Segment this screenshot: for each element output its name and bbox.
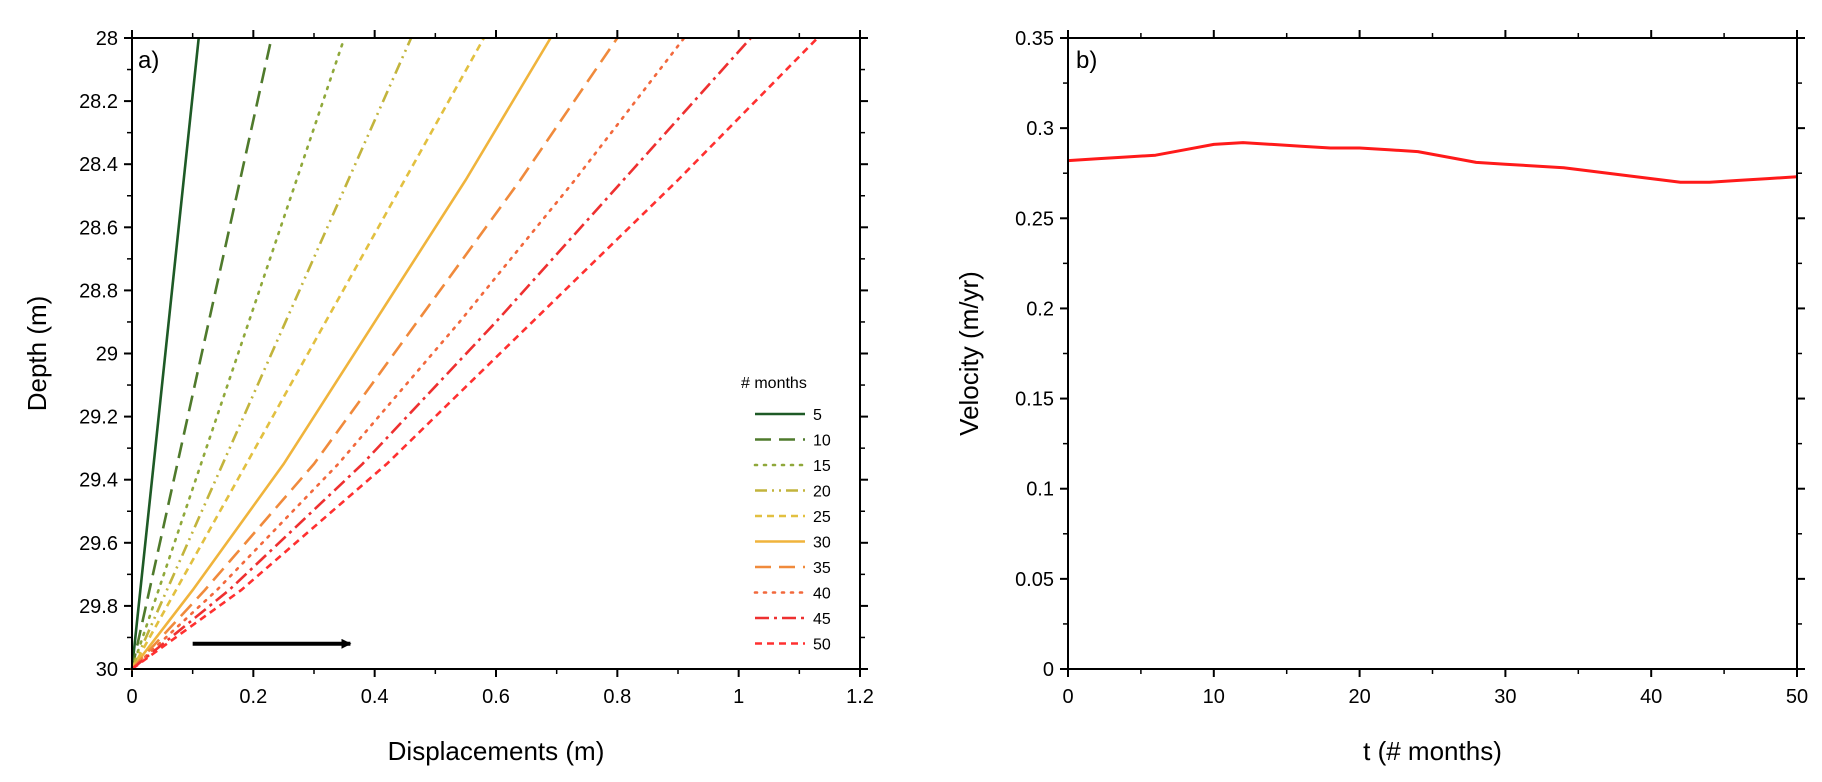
y-tick-label: 28 — [96, 28, 118, 50]
x-tick-label: 10 — [1203, 686, 1225, 708]
x-tick-label: 1.2 — [846, 686, 874, 708]
legend-label-30: 30 — [813, 535, 831, 552]
series-line-25 — [130, 37, 486, 670]
panel-a-frame — [131, 37, 861, 670]
legend-label-10: 10 — [813, 433, 831, 450]
panel-b-series — [1067, 141, 1798, 184]
x-tick-label: 0 — [126, 686, 137, 708]
series-line-5 — [130, 37, 200, 670]
x-tick-label: 0.4 — [361, 686, 389, 708]
y-tick-label: 0.25 — [1015, 208, 1054, 230]
panel-b-y-axis-title: Velocity (m/yr) — [954, 271, 984, 436]
legend-label-40: 40 — [813, 586, 831, 603]
x-tick-label: 0 — [1062, 686, 1073, 708]
series-line-10 — [130, 37, 273, 670]
legend-label-50: 50 — [813, 637, 831, 654]
velocity-line — [1067, 141, 1798, 184]
legend: # months 5 10 15 20 25 30 35 40 45 50 — [741, 375, 831, 654]
x-tick-label: 20 — [1348, 686, 1370, 708]
panel-a-y-tick-labels: 28 28.2 28.4 28.6 28.8 29 29.2 29.4 29.6 29.8 30 — [79, 28, 118, 681]
y-tick-label: 29.2 — [79, 407, 118, 429]
y-tick-label: 28.6 — [79, 217, 118, 239]
panel-a-series — [130, 36, 819, 671]
series-line-40 — [130, 36, 686, 671]
legend-label-35: 35 — [813, 560, 831, 577]
legend-label-45: 45 — [813, 611, 831, 628]
series-line-45 — [131, 37, 752, 671]
y-tick-label: 28.4 — [79, 154, 118, 176]
y-tick-label: 28.2 — [79, 91, 118, 113]
legend-label-15: 15 — [813, 458, 831, 475]
x-tick-label: 0.2 — [239, 686, 267, 708]
y-tick-label: 29.4 — [79, 470, 118, 492]
legend-label-20: 20 — [813, 484, 831, 501]
series-line-15 — [130, 36, 346, 671]
panel-b-label: b) — [1076, 47, 1097, 74]
panel-b: 0 10 20 30 40 50 0 0.05 0.1 0.15 0.2 0.25 0.3 0.35 b… — [954, 28, 1808, 766]
y-tick-label: 0.3 — [1026, 118, 1054, 140]
y-tick-label: 0.05 — [1015, 569, 1054, 591]
x-tick-label: 1 — [733, 686, 744, 708]
y-tick-label: 30 — [96, 659, 118, 681]
panel-a-y-axis-title: Depth (m) — [22, 296, 52, 412]
panel-b-ticks — [1060, 30, 1805, 677]
series-line-50 — [131, 37, 819, 671]
y-tick-label: 29.6 — [79, 533, 118, 555]
legend-label-25: 25 — [813, 509, 831, 526]
y-tick-label: 28.8 — [79, 280, 118, 302]
x-tick-label: 0.8 — [603, 686, 631, 708]
legend-title: # months — [741, 375, 807, 392]
y-tick-label: 0.1 — [1026, 479, 1054, 501]
panel-a-label: a) — [138, 47, 159, 74]
y-tick-label: 29 — [96, 344, 118, 366]
panel-a-x-tick-labels: 0 0.2 0.4 0.6 0.8 1 1.2 — [126, 686, 873, 708]
series-line-20 — [130, 37, 413, 670]
x-tick-label: 0.6 — [482, 686, 510, 708]
panel-a: 0 0.2 0.4 0.6 0.8 1 1.2 28 28.2 28.4 28.6 28.8 29 29… — [22, 28, 874, 766]
series-line-35 — [131, 37, 619, 670]
panel-a-x-axis-title: Displacements (m) — [388, 736, 605, 766]
x-tick-label: 40 — [1640, 686, 1662, 708]
x-tick-label: 50 — [1786, 686, 1808, 708]
y-tick-label: 0 — [1043, 659, 1054, 681]
panel-b-x-tick-labels: 0 10 20 30 40 50 — [1062, 686, 1808, 708]
y-tick-label: 29.8 — [79, 596, 118, 618]
x-tick-label: 30 — [1494, 686, 1516, 708]
y-tick-label: 0.2 — [1026, 298, 1054, 320]
panel-b-frame — [1067, 37, 1798, 670]
legend-label-5: 5 — [813, 407, 822, 424]
y-tick-label: 0.35 — [1015, 28, 1054, 50]
panel-b-x-axis-title: t (# months) — [1363, 736, 1502, 766]
series-line-30 — [130, 37, 552, 670]
panel-b-y-tick-labels: 0 0.05 0.1 0.15 0.2 0.25 0.3 0.35 — [1015, 28, 1054, 681]
y-tick-label: 0.15 — [1015, 389, 1054, 411]
